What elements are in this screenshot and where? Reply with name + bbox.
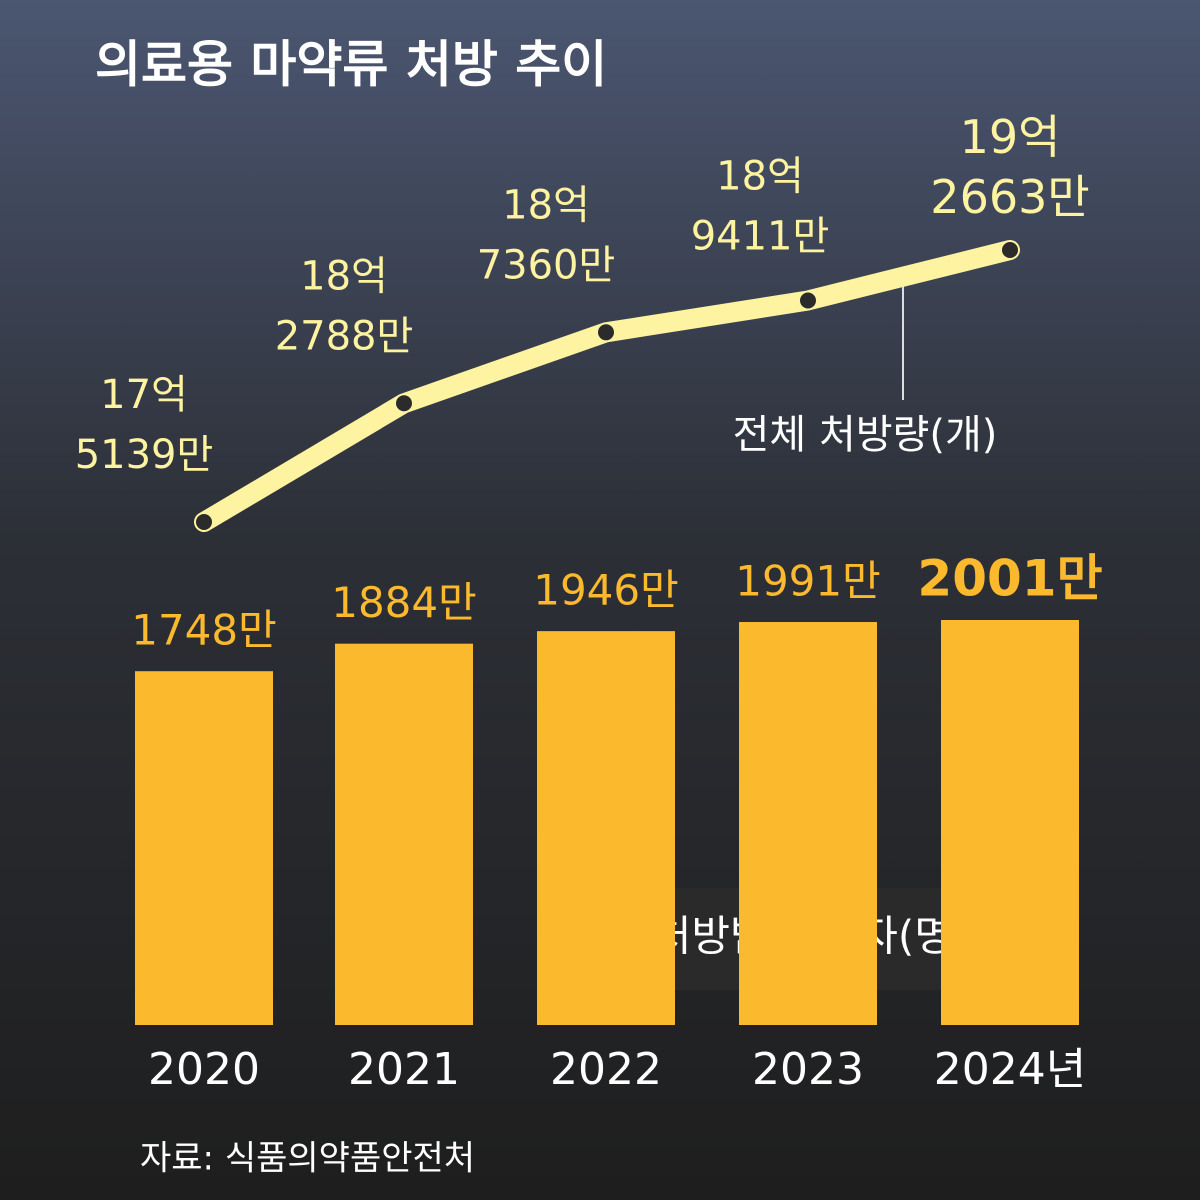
source: 자료: 식품의약품안전처 (140, 1139, 475, 1179)
value-label: 1884만 (331, 578, 477, 627)
value-label: 17억 5139만 (75, 372, 214, 478)
x-tick-label: 2024년 (934, 1044, 1086, 1095)
value-label: 19억 2663만 (930, 110, 1089, 224)
value-label: 18억 2788만 (275, 253, 414, 359)
value-label: 2001만 (917, 550, 1102, 608)
bar (135, 671, 273, 1025)
x-tick-label: 2021 (348, 1044, 460, 1095)
bar (941, 620, 1079, 1025)
point (396, 395, 412, 412)
x-tick-label: 2023 (752, 1044, 864, 1095)
x-tick-label: 2020 (148, 1044, 260, 1095)
x-tick-label: 2022 (550, 1044, 662, 1095)
value-label: 18억 7360만 (477, 182, 616, 288)
point (598, 324, 614, 341)
value-label: 18억 9411만 (691, 153, 830, 259)
value-label: 1991만 (735, 557, 881, 606)
chart-title: 의료용 마약류 처방 추이 (95, 36, 607, 94)
bar (537, 631, 675, 1025)
legend-label: 전체 처방량(개) (733, 412, 998, 458)
point (800, 292, 816, 309)
point (196, 514, 212, 530)
bar (739, 622, 877, 1025)
value-label: 1946만 (533, 566, 679, 615)
point (1002, 242, 1018, 258)
bar (335, 643, 473, 1025)
value-label: 1748만 (131, 606, 277, 655)
